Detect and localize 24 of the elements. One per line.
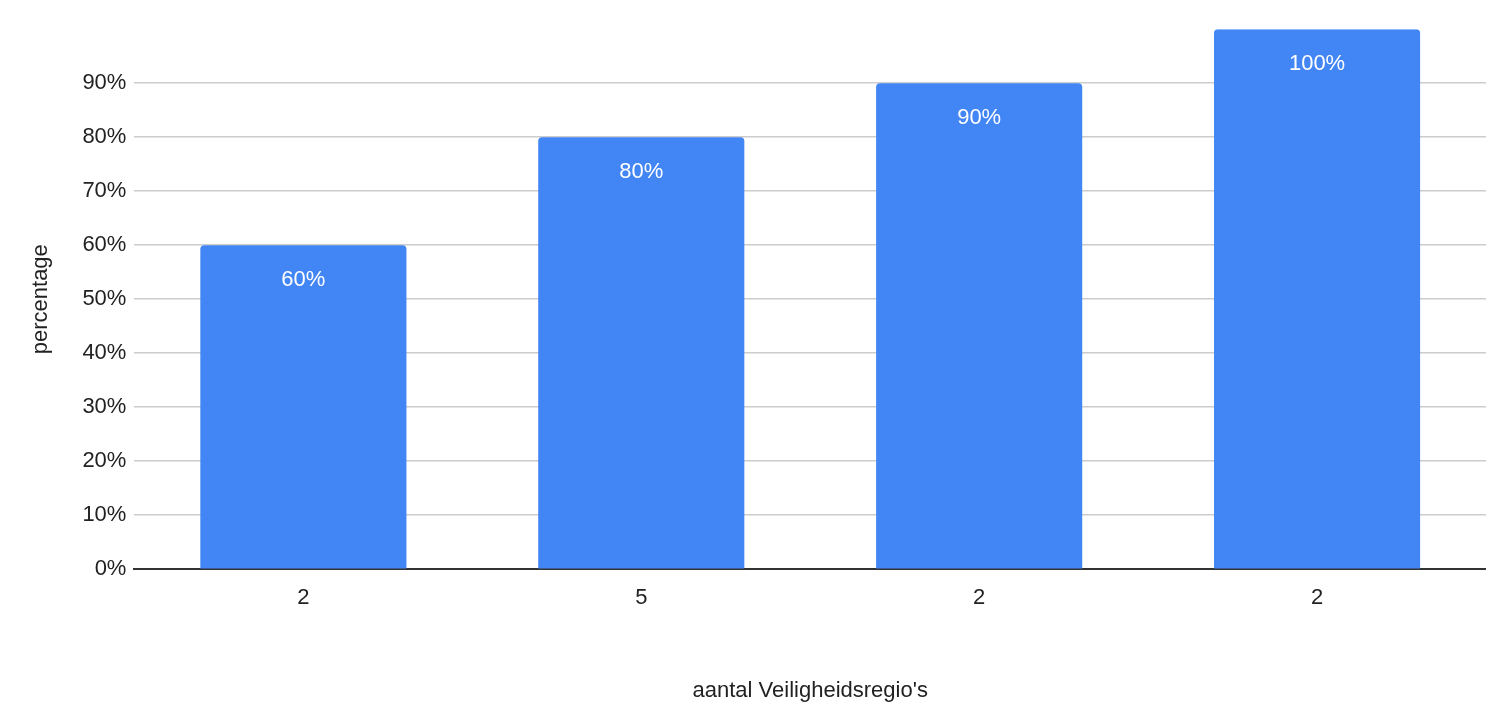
y-tick-label: 50% [82,285,127,311]
y-tick-label: 10% [82,501,127,527]
bar [200,245,407,569]
bar [1214,29,1421,569]
y-tick-label: 60% [82,231,127,257]
x-tick-label: 2 [973,584,986,610]
y-tick-label: 20% [82,447,127,473]
y-tick-label: 80% [82,123,127,149]
data-label: 80% [619,158,664,184]
data-label: 90% [957,104,1002,130]
y-axis-title: percentage [27,244,53,355]
y-tick-label: 70% [82,177,127,203]
x-axis-title: aantal Veiligheidsregio's [692,676,928,702]
x-tick-label: 5 [635,584,648,610]
x-tick-label: 2 [1310,584,1324,610]
y-tick-label: 30% [82,393,127,419]
data-label: 100% [1288,50,1346,76]
bar [876,83,1083,569]
data-label: 60% [281,266,326,292]
y-tick-label: 90% [82,69,127,95]
x-tick-label: 2 [297,584,310,610]
bar [538,137,745,569]
y-tick-label: 40% [82,339,127,365]
y-tick-label: 0% [94,555,127,581]
